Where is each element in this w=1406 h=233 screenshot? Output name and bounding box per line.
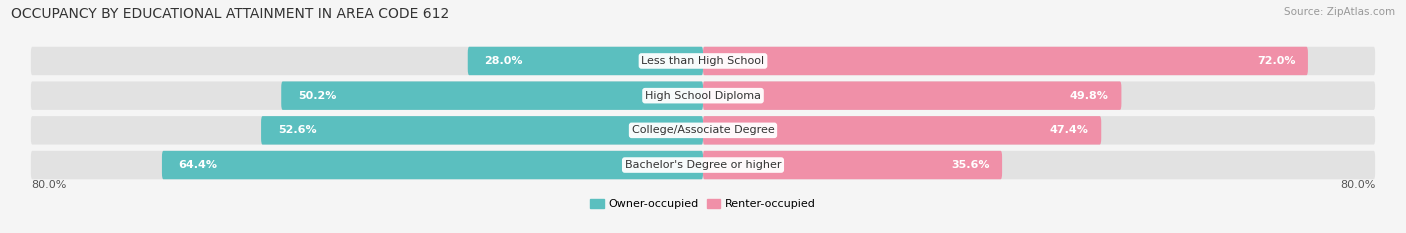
Text: 47.4%: 47.4% — [1050, 125, 1088, 135]
FancyBboxPatch shape — [262, 116, 703, 144]
FancyBboxPatch shape — [31, 116, 1375, 144]
Text: High School Diploma: High School Diploma — [645, 91, 761, 101]
FancyBboxPatch shape — [31, 82, 1375, 110]
Text: Source: ZipAtlas.com: Source: ZipAtlas.com — [1284, 7, 1395, 17]
Text: 80.0%: 80.0% — [1340, 180, 1375, 190]
FancyBboxPatch shape — [31, 151, 1375, 179]
Text: 80.0%: 80.0% — [31, 180, 66, 190]
FancyBboxPatch shape — [31, 47, 1375, 75]
Text: College/Associate Degree: College/Associate Degree — [631, 125, 775, 135]
Text: 64.4%: 64.4% — [179, 160, 218, 170]
FancyBboxPatch shape — [703, 82, 1122, 110]
Text: 35.6%: 35.6% — [950, 160, 990, 170]
Text: OCCUPANCY BY EDUCATIONAL ATTAINMENT IN AREA CODE 612: OCCUPANCY BY EDUCATIONAL ATTAINMENT IN A… — [11, 7, 450, 21]
FancyBboxPatch shape — [281, 82, 703, 110]
Text: Less than High School: Less than High School — [641, 56, 765, 66]
Legend: Owner-occupied, Renter-occupied: Owner-occupied, Renter-occupied — [586, 194, 820, 214]
FancyBboxPatch shape — [703, 116, 1101, 144]
Text: Bachelor's Degree or higher: Bachelor's Degree or higher — [624, 160, 782, 170]
FancyBboxPatch shape — [162, 151, 703, 179]
Text: 50.2%: 50.2% — [298, 91, 336, 101]
Text: 28.0%: 28.0% — [485, 56, 523, 66]
Text: 72.0%: 72.0% — [1257, 56, 1295, 66]
Text: 49.8%: 49.8% — [1070, 91, 1109, 101]
Text: 52.6%: 52.6% — [278, 125, 316, 135]
FancyBboxPatch shape — [703, 151, 1002, 179]
FancyBboxPatch shape — [703, 47, 1308, 75]
FancyBboxPatch shape — [468, 47, 703, 75]
